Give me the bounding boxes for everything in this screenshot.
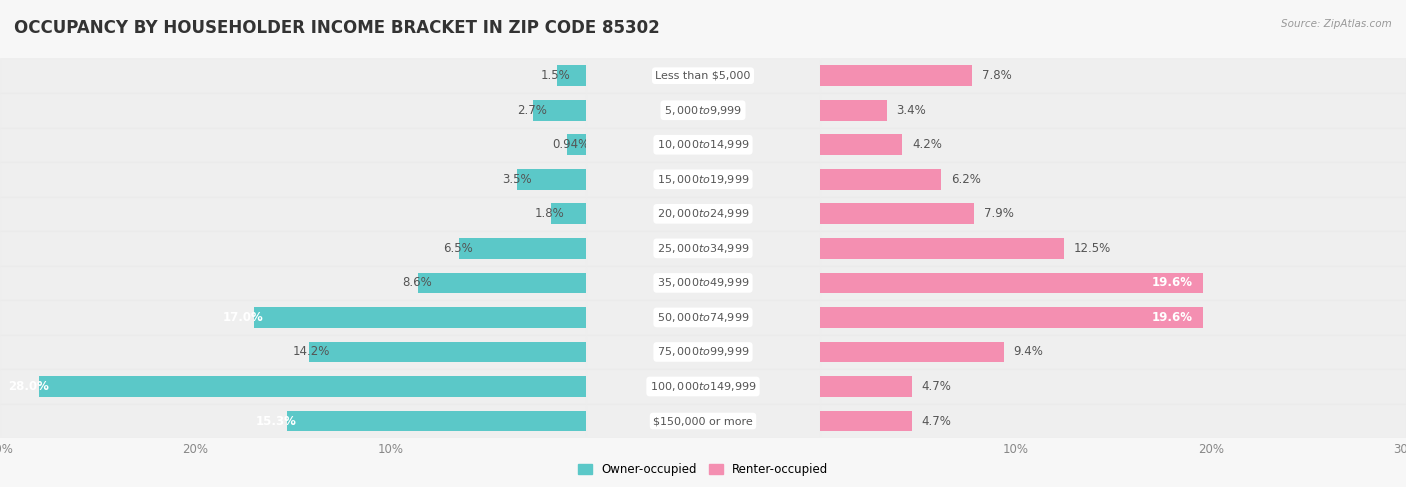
Bar xyxy=(551,204,586,224)
Text: $35,000 to $49,999: $35,000 to $49,999 xyxy=(657,277,749,289)
Text: 1.8%: 1.8% xyxy=(536,207,565,220)
Text: 14.2%: 14.2% xyxy=(292,345,330,358)
Text: 1.5%: 1.5% xyxy=(541,69,571,82)
Text: 9.4%: 9.4% xyxy=(1014,345,1043,358)
Text: $25,000 to $34,999: $25,000 to $34,999 xyxy=(657,242,749,255)
Bar xyxy=(820,369,1406,404)
Bar xyxy=(820,134,903,155)
Text: 17.0%: 17.0% xyxy=(224,311,263,324)
Text: 4.7%: 4.7% xyxy=(922,380,952,393)
Bar xyxy=(0,128,586,162)
Text: $100,000 to $149,999: $100,000 to $149,999 xyxy=(650,380,756,393)
Text: 19.6%: 19.6% xyxy=(1152,311,1194,324)
Bar xyxy=(820,169,941,189)
Text: $75,000 to $99,999: $75,000 to $99,999 xyxy=(657,345,749,358)
Text: 19.6%: 19.6% xyxy=(1152,277,1194,289)
Text: 28.0%: 28.0% xyxy=(8,380,49,393)
Bar xyxy=(254,307,586,328)
Bar xyxy=(0,404,586,438)
Bar xyxy=(820,404,1406,438)
Bar xyxy=(820,93,1406,128)
Text: $15,000 to $19,999: $15,000 to $19,999 xyxy=(657,173,749,186)
Bar xyxy=(557,65,586,86)
Bar xyxy=(820,376,912,397)
Text: 0.94%: 0.94% xyxy=(551,138,589,151)
Legend: Owner-occupied, Renter-occupied: Owner-occupied, Renter-occupied xyxy=(572,459,834,481)
Bar xyxy=(820,100,887,121)
Bar xyxy=(820,231,1406,265)
Bar xyxy=(820,300,1406,335)
Bar xyxy=(586,231,820,265)
Bar xyxy=(820,197,1406,231)
Bar xyxy=(586,58,820,93)
Text: $150,000 or more: $150,000 or more xyxy=(654,416,752,426)
Bar xyxy=(820,341,1004,362)
Bar xyxy=(586,335,820,369)
Bar xyxy=(820,238,1064,259)
Bar xyxy=(0,369,586,404)
Bar xyxy=(820,162,1406,197)
Bar xyxy=(586,265,820,300)
Bar xyxy=(586,93,820,128)
Text: 7.8%: 7.8% xyxy=(983,69,1012,82)
Text: 2.7%: 2.7% xyxy=(517,104,547,117)
Bar xyxy=(418,273,586,293)
Text: Source: ZipAtlas.com: Source: ZipAtlas.com xyxy=(1281,19,1392,30)
Bar xyxy=(586,404,820,438)
Bar xyxy=(0,162,586,197)
Bar xyxy=(586,300,820,335)
Bar xyxy=(820,307,1204,328)
Text: 6.2%: 6.2% xyxy=(950,173,981,186)
Bar xyxy=(820,58,1406,93)
Text: $20,000 to $24,999: $20,000 to $24,999 xyxy=(657,207,749,220)
Text: OCCUPANCY BY HOUSEHOLDER INCOME BRACKET IN ZIP CODE 85302: OCCUPANCY BY HOUSEHOLDER INCOME BRACKET … xyxy=(14,19,659,37)
Bar xyxy=(0,58,586,93)
Bar xyxy=(39,376,586,397)
Bar xyxy=(820,273,1204,293)
Bar xyxy=(0,265,586,300)
Bar xyxy=(586,197,820,231)
Bar xyxy=(0,197,586,231)
Bar xyxy=(533,100,586,121)
Text: 8.6%: 8.6% xyxy=(402,277,432,289)
Bar xyxy=(586,128,820,162)
Bar xyxy=(568,134,586,155)
Text: 12.5%: 12.5% xyxy=(1074,242,1111,255)
Text: $10,000 to $14,999: $10,000 to $14,999 xyxy=(657,138,749,151)
Text: 3.4%: 3.4% xyxy=(897,104,927,117)
Bar xyxy=(517,169,586,189)
Text: 4.2%: 4.2% xyxy=(912,138,942,151)
Bar xyxy=(287,411,586,431)
Bar xyxy=(586,162,820,197)
Bar xyxy=(0,300,586,335)
Bar xyxy=(0,93,586,128)
Text: 4.7%: 4.7% xyxy=(922,414,952,428)
Text: 6.5%: 6.5% xyxy=(443,242,472,255)
Text: 15.3%: 15.3% xyxy=(256,414,297,428)
Text: 3.5%: 3.5% xyxy=(502,173,531,186)
Text: $50,000 to $74,999: $50,000 to $74,999 xyxy=(657,311,749,324)
Bar xyxy=(458,238,586,259)
Bar xyxy=(0,335,586,369)
Text: $5,000 to $9,999: $5,000 to $9,999 xyxy=(664,104,742,117)
Bar xyxy=(820,65,973,86)
Bar xyxy=(586,369,820,404)
Bar xyxy=(820,265,1406,300)
Bar xyxy=(0,231,586,265)
Bar xyxy=(820,335,1406,369)
Bar xyxy=(308,341,586,362)
Text: 7.9%: 7.9% xyxy=(984,207,1014,220)
Bar xyxy=(820,204,974,224)
Text: Less than $5,000: Less than $5,000 xyxy=(655,71,751,81)
Bar xyxy=(820,411,912,431)
Bar xyxy=(820,128,1406,162)
